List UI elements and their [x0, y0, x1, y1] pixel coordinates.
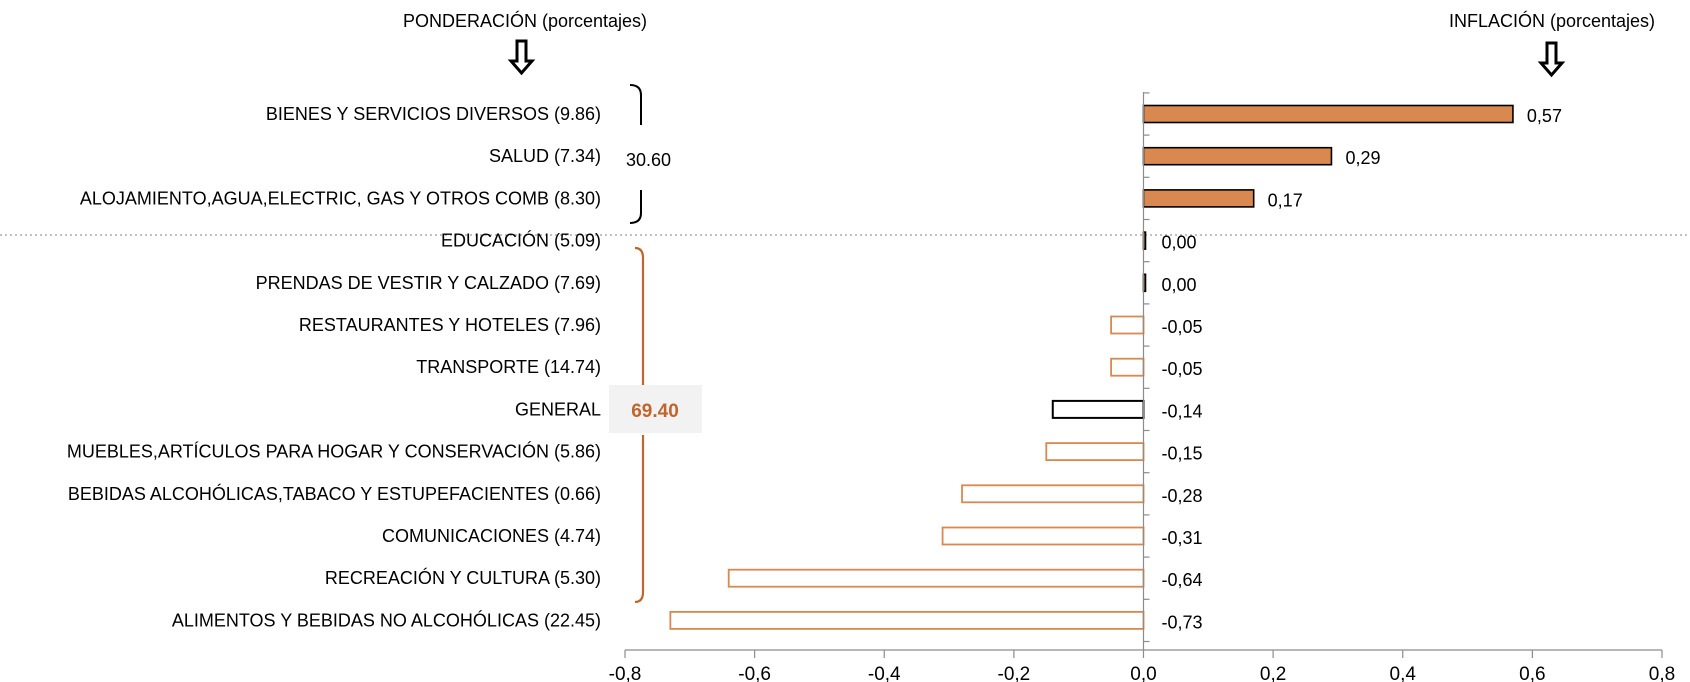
bottom-group-total-box [609, 385, 702, 433]
category-label: RECREACIÓN Y CULTURA (5.30) [325, 567, 601, 588]
value-label: -0,64 [1162, 570, 1203, 590]
header-layer: PONDERACIÓN (porcentajes) INFLACIÓN (por… [403, 10, 1655, 78]
category-label: PRENDAS DE VESTIR Y CALZADO (7.69) [256, 273, 601, 293]
bar [1045, 442, 1145, 462]
value-label: -0,31 [1162, 528, 1203, 548]
left-header: PONDERACIÓN (porcentajes) [403, 10, 647, 31]
bar [1142, 189, 1255, 208]
bottom-group-bracket-lower [634, 435, 645, 604]
bottom-group-bracket [634, 246, 645, 388]
top-group-bracket [629, 84, 642, 125]
category-label: BIENES Y SERVICIOS DIVERSOS (9.86) [266, 104, 601, 124]
value-label: -0,14 [1162, 401, 1203, 421]
x-tick-label: -0,2 [998, 664, 1031, 682]
category-label: MUEBLES,ARTÍCULOS PARA HOGAR Y CONSERVAC… [67, 441, 601, 462]
bar [1142, 146, 1333, 166]
bar [1142, 104, 1514, 124]
bar [727, 568, 1145, 588]
value-label: -0,28 [1162, 486, 1203, 506]
category-label: EDUCACIÓN (5.09) [441, 230, 601, 251]
value-label: 0,57 [1527, 106, 1562, 126]
category-labels: BIENES Y SERVICIOS DIVERSOS (9.86) 0,57 SA… [67, 104, 1562, 632]
category-label: COMUNICACIONES (4.74) [382, 526, 601, 546]
bar [961, 484, 1145, 504]
value-label: -0,05 [1162, 317, 1203, 337]
value-label: -0,15 [1162, 444, 1203, 464]
category-label: BEBIDAS ALCOHÓLICAS,TABACO Y ESTUPEFACIE… [68, 483, 601, 504]
right-header: INFLACIÓN (porcentajes) [1449, 10, 1655, 31]
bar [669, 611, 1145, 630]
x-axis: -0,8 -0,6 -0,4 -0,2 0,0 0,2 0,4 0,6 0,8 [609, 92, 1675, 682]
value-label: 0,00 [1162, 233, 1197, 253]
bar [941, 526, 1145, 546]
category-label: GENERAL [515, 399, 601, 419]
x-tick-label: 0,8 [1649, 664, 1675, 682]
category-label: ALIMENTOS Y BEBIDAS NO ALCOHÓLICAS (22.4… [172, 609, 601, 630]
x-tick-label: -0,6 [738, 664, 771, 682]
value-label: -0,05 [1162, 359, 1203, 379]
x-tick-label: 0,4 [1390, 664, 1417, 682]
value-label: -0,73 [1162, 612, 1203, 632]
category-label: SALUD (7.34) [489, 146, 601, 166]
bar [1051, 399, 1145, 419]
value-label: 0,00 [1162, 275, 1197, 295]
bar [1110, 357, 1145, 377]
x-tick-label: -0,8 [609, 664, 642, 682]
bars-layer [669, 104, 1514, 630]
top-group-bracket-lower [629, 190, 642, 224]
category-label: ALOJAMIENTO,AGUA,ELECTRIC, GAS Y OTROS C… [80, 188, 601, 208]
x-tick-label: 0,0 [1130, 664, 1156, 682]
bar [1110, 315, 1145, 335]
right-down-arrow-icon [1537, 41, 1566, 78]
x-tick-label: 0,6 [1519, 664, 1545, 682]
category-label: RESTAURANTES Y HOTELES (7.96) [299, 315, 601, 335]
top-group-total: 30.60 [626, 150, 671, 170]
x-tick-label: 0,2 [1260, 664, 1286, 682]
value-label: 0,17 [1268, 190, 1303, 210]
bottom-group-total: 69.40 [631, 401, 679, 422]
x-tick-label: -0,4 [868, 664, 901, 682]
left-down-arrow-icon [507, 39, 536, 76]
category-label: TRANSPORTE (14.74) [416, 357, 601, 377]
value-label: 0,29 [1345, 148, 1380, 168]
